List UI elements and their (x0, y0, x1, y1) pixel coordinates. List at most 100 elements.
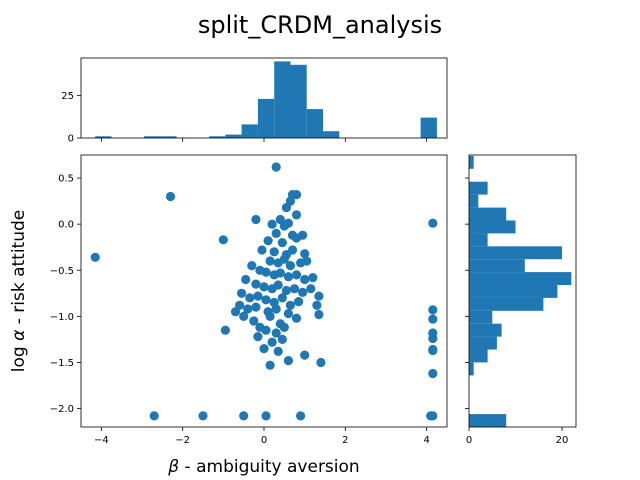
top-histogram-frame (80, 57, 448, 139)
scatter-point (253, 291, 263, 301)
top-y-tick-label: 25 (61, 91, 74, 102)
right-histogram-bar (469, 233, 488, 247)
scatter-point (291, 210, 302, 220)
right-histogram-bar (469, 310, 493, 324)
scatter-point (279, 254, 289, 264)
scatter-point (239, 311, 249, 321)
top-histogram-bar (95, 136, 112, 138)
top-histogram-bar (225, 134, 242, 138)
scatter-point (289, 284, 300, 294)
scatter-point (277, 238, 287, 248)
scatter-point (271, 228, 281, 238)
scatter-point (294, 297, 304, 307)
scatter-point (312, 300, 322, 310)
top-histogram-bar (420, 117, 437, 138)
right-histogram-bars (469, 155, 572, 427)
scatter-point (298, 230, 308, 240)
y-tick-label: 0.5 (58, 174, 74, 185)
scatter-point (283, 272, 293, 282)
right-histogram-bar (469, 362, 474, 376)
scatter-point (275, 268, 285, 278)
scatter-point (220, 325, 230, 335)
scatter-point (259, 344, 269, 354)
y-tick-label: −1.0 (50, 312, 74, 323)
right-histogram-bar (469, 181, 488, 195)
figure-title: split_CRDM_analysis (198, 11, 442, 39)
scatter-point (279, 322, 289, 332)
right-histogram-bar (469, 285, 558, 298)
scatter-point (261, 411, 271, 421)
scatter-point (251, 279, 261, 289)
top-histogram-bar (257, 98, 275, 138)
y-tick-label: −1.5 (50, 358, 74, 369)
top-histogram-bar (160, 136, 177, 138)
scatter-point (287, 245, 298, 255)
scatter-point (283, 218, 293, 228)
scatter-point (149, 411, 159, 421)
top-y-tick-label: 0 (68, 134, 74, 145)
scatter-point (263, 236, 273, 246)
y-tick-label: 0.0 (58, 220, 74, 231)
scatter-point (271, 162, 281, 172)
scatter-point (302, 256, 312, 266)
right-histogram-bar (469, 297, 544, 311)
right-histogram-frame (468, 154, 577, 428)
scatter-point (245, 293, 255, 303)
x-tick-label: 0 (261, 435, 267, 446)
top-histogram-bar (241, 124, 258, 138)
scatter-point (428, 345, 438, 356)
top-histogram-bar (209, 136, 226, 138)
scatter-point (277, 293, 287, 303)
right-histogram-bar (469, 272, 572, 285)
scatter-point (230, 307, 241, 317)
x-axis-label-symbol: β (167, 457, 179, 477)
scatter-point (273, 280, 283, 290)
right-histogram-bar (469, 259, 525, 273)
scatter-point (265, 311, 275, 321)
scatter-point (267, 219, 277, 229)
right-histogram-bar (469, 155, 474, 169)
scatter-point (198, 411, 208, 421)
scatter-point (257, 245, 267, 255)
scatter-point (271, 304, 281, 314)
right-histogram-bar (469, 207, 507, 221)
scatter-frame (80, 154, 448, 428)
x-tick-label: 2 (342, 435, 348, 446)
scatter-point (241, 274, 251, 285)
scatter-point (251, 302, 261, 312)
y-axis-label-prefix: log (9, 341, 29, 372)
scatter-point (261, 295, 271, 305)
scatter-point (247, 261, 257, 271)
scatter-point (273, 346, 283, 356)
scatter-point (165, 191, 176, 202)
scatter-point (300, 350, 310, 360)
scatter-point (428, 218, 438, 228)
x-axis-label-text: - ambiguity aversion (179, 457, 360, 477)
scatter-point (291, 313, 302, 323)
scatter-point (269, 247, 279, 257)
scatter-point (283, 356, 293, 366)
scatter-point (428, 368, 438, 379)
scatter-point (316, 357, 326, 368)
scatter-point (261, 325, 271, 335)
scatter-point (306, 284, 316, 294)
scatter-point (251, 214, 261, 225)
scatter-point (314, 309, 324, 320)
scatter-point (308, 273, 318, 283)
scatter-point (300, 249, 310, 259)
scatter-plot: −4 −2 0 2 4 0.5 0.0 −0.5 −1.0 −1.5 −2.0 β - ambigu… (9, 154, 448, 477)
top-histogram-bar (144, 136, 161, 138)
scatter-point (265, 360, 275, 370)
scatter-point (243, 304, 253, 314)
y-axis-label-symbol: α (9, 330, 29, 341)
top-histogram-bars (95, 61, 437, 138)
x-axis-label: β - ambiguity aversion (167, 457, 359, 477)
scatter-point (298, 287, 308, 297)
scatter-point (428, 305, 438, 315)
scatter-point (296, 411, 306, 421)
scatter-point (285, 196, 295, 206)
scatter-point (271, 328, 281, 338)
scatter-point (277, 334, 287, 344)
right-x-tick-label: 0 (466, 435, 472, 446)
y-axis-label-text: - risk attitude (9, 210, 29, 330)
